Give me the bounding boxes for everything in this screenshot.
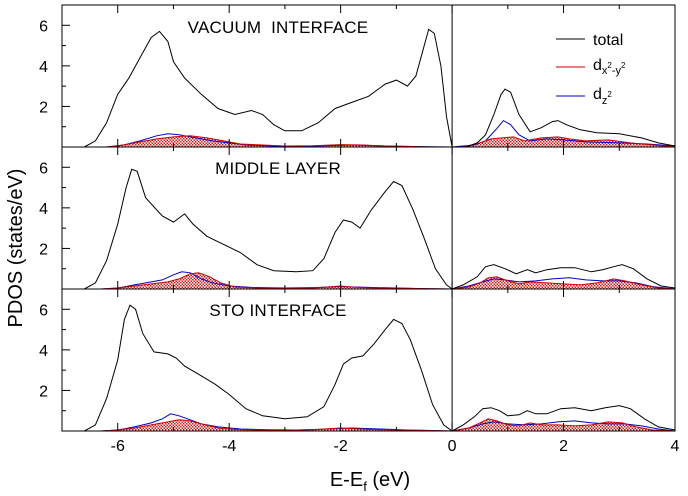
dx2-line-panel-2 xyxy=(100,272,676,290)
x-tick-label: -2 xyxy=(334,438,348,455)
legend-label-dz2: dz2 xyxy=(593,86,612,107)
panel-3: 2 4 6 STO INTERFACE xyxy=(39,288,676,432)
total-line-panel-1 xyxy=(84,28,676,148)
y-tick-label: 2 xyxy=(39,241,48,258)
y-tick-label: 2 xyxy=(39,383,48,400)
dx2-fill-panel-1 xyxy=(106,135,676,147)
y-tick-label: 4 xyxy=(39,343,48,360)
legend-label-total: total xyxy=(593,32,623,49)
dx2-fill-panel-3 xyxy=(101,418,675,431)
x-axis-label-main: E-E xyxy=(330,469,363,491)
x-tick-label: -6 xyxy=(111,438,125,455)
panel-title-2: MIDDLE LAYER xyxy=(215,159,341,178)
panel-frame-3 xyxy=(61,288,676,432)
x-tick-label: -4 xyxy=(222,438,236,455)
panel-1: 2 4 6 VACUUM INTERFACE xyxy=(39,4,676,148)
y-tick-label: 2 xyxy=(39,99,48,116)
panel-title-3: STO INTERFACE xyxy=(209,301,346,320)
legend-dx2-sup2: 2 xyxy=(621,61,626,70)
panel-frame-1 xyxy=(61,4,676,148)
legend-dx2-sup1: 2 xyxy=(607,61,612,70)
y-tick-label: 6 xyxy=(39,18,48,35)
x-axis-label: E-Ef (eV) xyxy=(330,469,410,494)
y-tick-label: 4 xyxy=(39,59,48,76)
legend-dx2-sub: x xyxy=(602,65,608,77)
dx2-fill-panel-2 xyxy=(101,272,675,289)
legend-dx2-mid: -y xyxy=(612,65,622,77)
x-axis-label-sub: f xyxy=(363,479,367,494)
y-axis-label: PDOS (states/eV) xyxy=(5,169,27,328)
legend-dz2-base: d xyxy=(593,86,602,103)
x-tick-label: 0 xyxy=(448,438,457,455)
legend-dx2-base: d xyxy=(593,57,602,74)
total-line-panel-3 xyxy=(84,304,676,432)
dx2-line-panel-3 xyxy=(100,418,676,432)
legend-dz2-sup1: 2 xyxy=(607,90,612,99)
y-tick-label: 6 xyxy=(39,160,48,177)
legend-label-dx2: dx2-y2 xyxy=(593,57,626,77)
legend: total dx2-y2 dz2 xyxy=(556,32,626,107)
panel-title-1: VACUUM INTERFACE xyxy=(188,18,369,37)
total-line-panel-2 xyxy=(84,168,676,290)
x-tick-label: 4 xyxy=(671,438,680,455)
y-tick-label: 4 xyxy=(39,201,48,218)
legend-dz2-sub: z xyxy=(602,95,608,107)
panel-frame-2 xyxy=(61,146,676,290)
x-tick-label: 2 xyxy=(559,438,568,455)
x-axis-label-tail: (eV) xyxy=(367,469,410,491)
y-tick-label: 6 xyxy=(39,302,48,319)
dx2-line-panel-1 xyxy=(106,135,676,148)
panel-2: 2 4 6 MIDDLE LAYER xyxy=(39,146,676,290)
